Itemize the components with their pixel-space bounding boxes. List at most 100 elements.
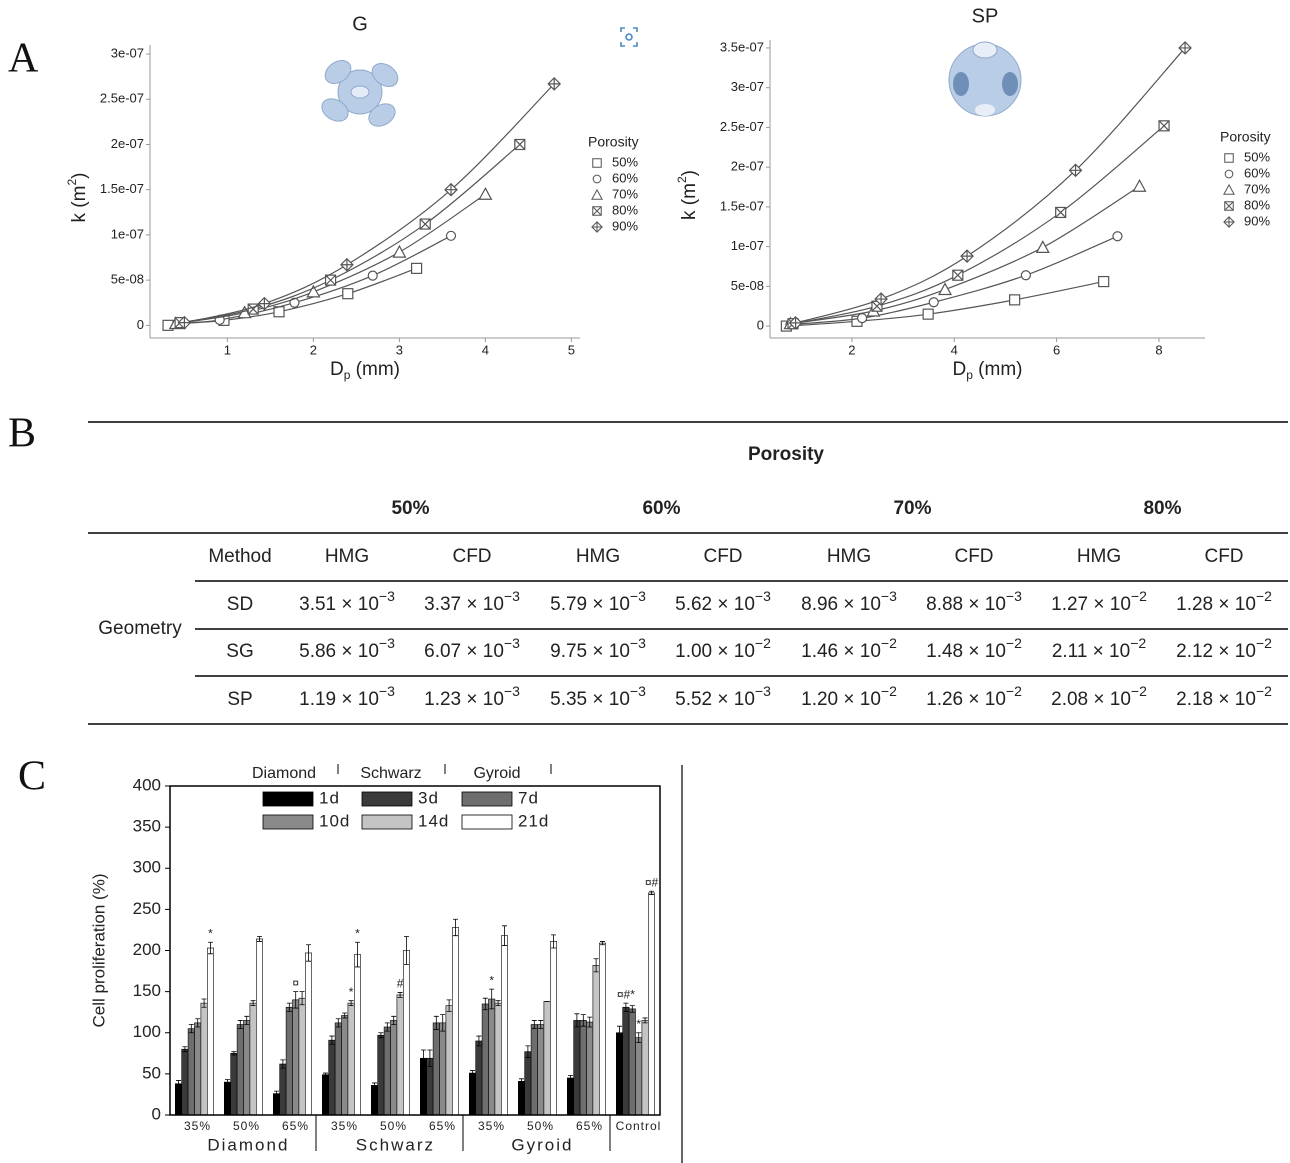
bar — [231, 1053, 237, 1115]
cell-base: 5.52 × 10 — [675, 689, 755, 710]
y-tick-label: 0 — [137, 317, 144, 332]
y-axis-label-part: ) — [69, 173, 90, 179]
y-tick-label: 0 — [152, 1104, 161, 1123]
header-label: Gyroid — [473, 765, 520, 782]
legend-label: 70% — [1244, 181, 1270, 196]
cell-exponent: −2 — [1256, 683, 1272, 699]
annotation: * — [355, 926, 360, 940]
y-tick-label: 400 — [133, 775, 161, 794]
cell-base: 3.37 × 10 — [424, 594, 504, 615]
cell-exponent: −2 — [1006, 683, 1022, 699]
legend-label: 21d — [518, 811, 549, 830]
legend-label: 50% — [612, 154, 638, 169]
cell-base: 1.26 × 10 — [926, 689, 1006, 710]
bar — [587, 1022, 593, 1115]
cell-base: 9.75 × 10 — [550, 641, 630, 662]
cell-exponent: −3 — [379, 635, 395, 651]
cell-base: 1.20 × 10 — [801, 689, 881, 710]
bar — [237, 1025, 243, 1115]
bar — [433, 1023, 439, 1115]
marker — [1113, 232, 1122, 241]
x-tick-label: 50% — [233, 1119, 260, 1133]
bar — [489, 999, 495, 1115]
cell-base: 6.07 × 10 — [424, 641, 504, 662]
x-tick-label: 1 — [224, 342, 231, 357]
y-tick-label: 50 — [142, 1063, 161, 1082]
bar — [616, 1033, 622, 1115]
cell-exponent: −2 — [755, 635, 771, 651]
cell-exponent: −2 — [1131, 683, 1147, 699]
cell-base: 1.23 × 10 — [424, 689, 504, 710]
bar — [305, 953, 311, 1115]
y-tick-label: 3e-07 — [731, 79, 764, 94]
bar — [452, 927, 458, 1115]
bar — [550, 941, 556, 1115]
x-axis-label-part: (mm) — [350, 359, 400, 380]
figure: ABCG05e-081e-071.5e-072e-072.5e-073e-071… — [0, 0, 1290, 1163]
marker — [447, 231, 456, 240]
marker — [593, 159, 602, 168]
bar — [391, 1020, 397, 1115]
bar — [378, 1035, 384, 1115]
y-tick-label: 3.5e-07 — [720, 39, 764, 54]
y-tick-label: 1e-07 — [731, 238, 764, 253]
legend-label: 90% — [1244, 213, 1270, 228]
marker — [420, 219, 430, 229]
marker — [368, 271, 377, 280]
x-tick-label: 5 — [568, 342, 575, 357]
y-tick-label: 2.5e-07 — [100, 91, 144, 106]
group-label: Schwarz — [356, 1135, 435, 1154]
panel-label: A — [8, 36, 39, 82]
y-tick-label: 150 — [133, 981, 161, 1000]
cell-base: 8.96 × 10 — [801, 594, 881, 615]
legend-label: 1d — [319, 788, 340, 807]
method-header: CFD — [703, 546, 742, 567]
cell-exponent: −2 — [881, 635, 897, 651]
y-axis-label: Cell proliferation (%) — [89, 874, 108, 1028]
bar — [482, 1004, 488, 1115]
marker — [593, 207, 602, 216]
marker — [593, 175, 601, 183]
y-tick-label: 300 — [133, 858, 161, 877]
cell-base: 5.35 × 10 — [550, 689, 630, 710]
chart-title: G — [352, 13, 368, 35]
annotation: * — [349, 985, 354, 999]
bar — [299, 998, 305, 1115]
bar — [280, 1064, 286, 1115]
geometry-label: SG — [226, 641, 253, 662]
annotation: # — [397, 977, 404, 991]
x-tick-label: 65% — [576, 1119, 603, 1133]
cell-base: 1.19 × 10 — [299, 689, 379, 710]
cell-base: 5.79 × 10 — [550, 594, 630, 615]
annotation: * — [208, 926, 213, 940]
x-tick-label: 50% — [527, 1119, 554, 1133]
cell-exponent: −2 — [1256, 588, 1272, 604]
x-tick-label: 4 — [482, 342, 489, 357]
bar — [224, 1082, 230, 1115]
marker — [1225, 154, 1234, 163]
porosity-header: 70% — [893, 498, 931, 519]
group-label: Diamond — [207, 1135, 289, 1154]
cell-base: 5.62 × 10 — [675, 594, 755, 615]
legend-swatch — [462, 792, 512, 806]
bar — [397, 995, 403, 1115]
annotation: ¤# — [645, 875, 659, 889]
bar — [469, 1073, 475, 1115]
y-tick-label: 2.5e-07 — [720, 119, 764, 134]
legend-title: Porosity — [1220, 129, 1271, 145]
cell-exponent: −3 — [630, 588, 646, 604]
legend-label: 50% — [1244, 149, 1270, 164]
y-tick-label: 250 — [133, 899, 161, 918]
x-tick-label: 3 — [396, 342, 403, 357]
x-tick-label: 4 — [951, 342, 958, 357]
cell-exponent: −3 — [881, 588, 897, 604]
x-tick-label: 2 — [848, 342, 855, 357]
marker — [858, 314, 867, 323]
method-label: Method — [208, 546, 271, 567]
cell-exponent: −2 — [1130, 635, 1146, 651]
legend-label: 70% — [612, 186, 638, 201]
legend-label: 3d — [418, 788, 439, 807]
marker — [1010, 295, 1020, 305]
bar — [273, 1094, 279, 1115]
y-axis-label-part: k (m — [69, 186, 90, 223]
